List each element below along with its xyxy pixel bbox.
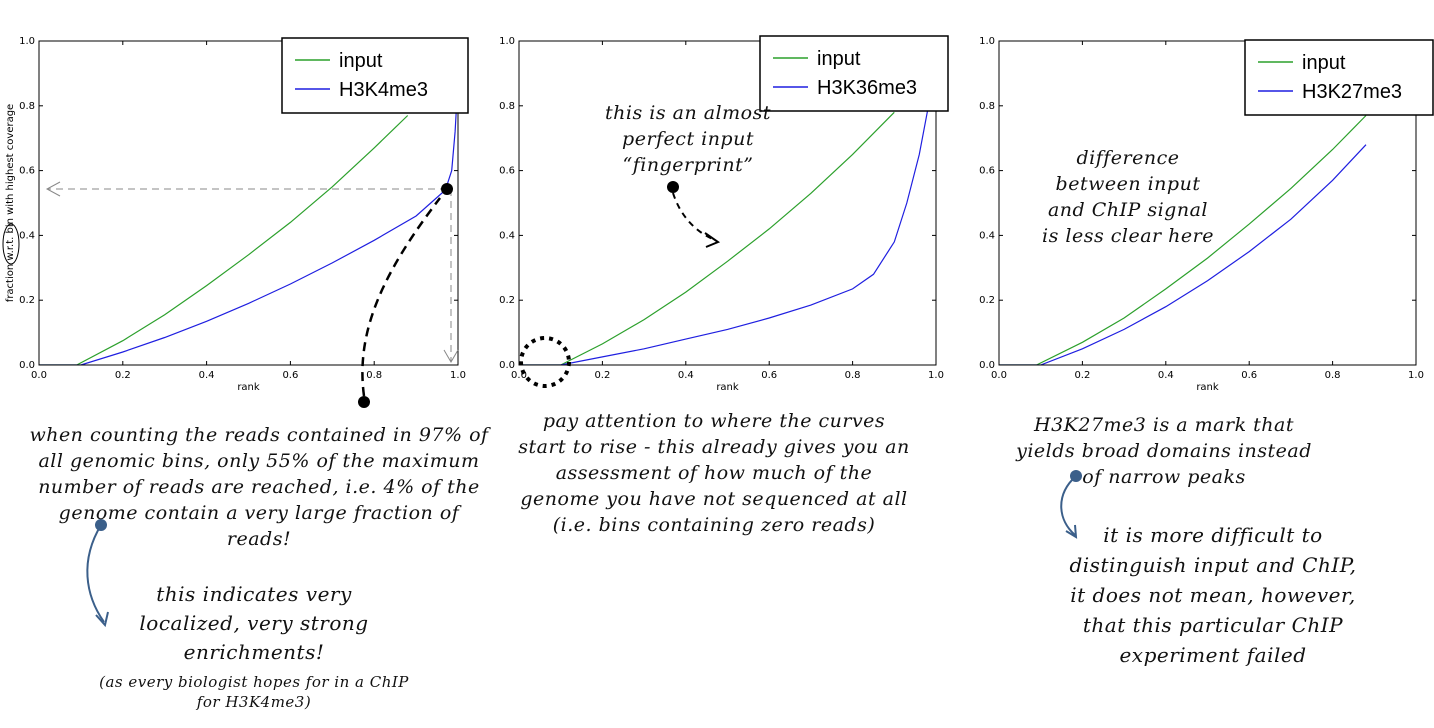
legend-label: H3K4me3	[339, 79, 428, 101]
x-tick-label: 0.4	[678, 370, 694, 381]
y-tick-label: 0.6	[499, 166, 515, 177]
conclusion-arrowhead-1	[95, 611, 109, 628]
axes-frame	[518, 40, 937, 366]
y-tick-label: 0.2	[979, 295, 995, 306]
conclusion-arrow-3	[1060, 475, 1077, 536]
y-tick-label: 0.4	[979, 230, 995, 241]
x-tick-label: 0.4	[1158, 370, 1174, 381]
series-line-h3k4me3	[39, 79, 458, 365]
ylabel-highlight-circle	[2, 223, 20, 265]
y-tick-label: 0.4	[19, 230, 35, 241]
x-tick-label: 0.2	[594, 370, 610, 381]
h3k36me3-explanation: pay attention to where the curves start …	[518, 410, 910, 536]
x-axis-label: rank	[1196, 382, 1219, 393]
conclusion-arrowhead-3	[1065, 524, 1078, 539]
x-tick-label: 0.0	[511, 370, 527, 381]
y-tick-label: 0.4	[499, 230, 515, 241]
y-tick-label: 1.0	[979, 36, 995, 47]
fingerprint-dot	[667, 181, 679, 193]
legend-label: input	[1302, 52, 1346, 74]
h3k27me3-inplot-note: difference between input and ChIP signal…	[1042, 147, 1214, 247]
fingerprint-label: this is an almost perfect input “fingerp…	[605, 102, 771, 176]
y-tick-label: 0.2	[19, 295, 35, 306]
chart-panel-h3k36me3: 0.0 0.2 0.4 0.6 0.8 1.0 0.0 0.2 0.4 0.6 0.8 1.0 rank…	[499, 35, 949, 393]
plot-area	[39, 79, 458, 365]
series-line-h3k36me3	[519, 99, 931, 365]
fingerprint-arrow	[672, 192, 716, 241]
conclusion-arrow-1	[86, 524, 105, 623]
h3k27me3-explanation: H3K27me3 is a mark that yields broad dom…	[1016, 414, 1312, 488]
legend-label: input	[817, 48, 861, 70]
legend-box	[281, 37, 469, 114]
dashed-callout-arrow	[361, 197, 441, 397]
legend: input H3K27me3	[1244, 39, 1434, 116]
axes-frame	[38, 40, 459, 366]
y-tick-label: 0.8	[19, 101, 35, 112]
point-97-percent-marker	[441, 183, 453, 195]
legend-box	[1244, 39, 1434, 116]
y-tick-label: 1.0	[19, 36, 35, 47]
zero-bins-highlight-circle	[519, 336, 571, 388]
legend: input H3K36me3	[759, 35, 949, 112]
fingerprint-arrowhead	[704, 232, 721, 248]
plot-area	[999, 115, 1367, 365]
series-line-h3k27me3	[999, 144, 1367, 365]
x-tick-label: 0.2	[1074, 370, 1090, 381]
x-tick-label: 0.4	[199, 370, 215, 381]
x-axis-label: rank	[237, 382, 260, 393]
y-tick-label: 0.0	[979, 360, 995, 371]
legend-label: H3K36me3	[817, 77, 917, 99]
y-tick-label: 0.0	[19, 360, 35, 371]
h3k4me3-explanation: when counting the reads contained in 97%…	[29, 424, 489, 550]
y-tick-label: 1.0	[499, 36, 515, 47]
arrow-origin-dot	[358, 396, 370, 408]
x-tick-label: 1.0	[1408, 370, 1424, 381]
legend: input H3K4me3	[281, 37, 469, 114]
x-tick-label: 0.8	[1325, 370, 1341, 381]
h3k4me3-conclusion: this indicates very localized, very stro…	[139, 582, 369, 664]
plot-area	[519, 99, 931, 365]
legend-label: input	[339, 50, 383, 72]
y-axis-label: fraction w.r.t. bin with highest coverag…	[5, 104, 16, 302]
series-line-input	[39, 115, 409, 365]
y-tick-label: 0.6	[979, 166, 995, 177]
legend-box	[759, 35, 949, 112]
x-tick-label: 1.0	[928, 370, 944, 381]
x-tick-label: 0.2	[115, 370, 131, 381]
y-tick-label: 0.0	[499, 360, 515, 371]
axes-frame	[998, 40, 1417, 366]
y-tick-label: 0.8	[499, 101, 515, 112]
h3k4me3-reference-lines	[45, 181, 459, 363]
x-tick-label: 1.0	[450, 370, 466, 381]
x-tick-label: 0.6	[282, 370, 298, 381]
legend-label: H3K27me3	[1302, 81, 1402, 103]
x-tick-label: 0.8	[366, 370, 382, 381]
series-line-input	[999, 115, 1367, 365]
h3k27me3-conclusion: it is more difficult to distinguish inpu…	[1069, 523, 1357, 667]
h3k4me3-aside: (as every biologist hopes for in a ChIP …	[99, 673, 409, 711]
x-axis-label: rank	[716, 382, 739, 393]
x-tick-label: 0.6	[761, 370, 777, 381]
x-tick-label: 0.6	[1241, 370, 1257, 381]
x-tick-label: 0.8	[845, 370, 861, 381]
chart-panel-h3k27me3: 0.0 0.2 0.4 0.6 0.8 1.0 0.0 0.2 0.4 0.6 0.8 1.0 rank…	[979, 36, 1434, 393]
chart-panel-h3k4me3: 0.0 0.2 0.4 0.6 0.8 1.0 0.0 0.2 0.4 0.6 0.8 1.0 rank…	[5, 36, 469, 393]
y-tick-label: 0.8	[979, 101, 995, 112]
y-tick-label: 0.6	[19, 166, 35, 177]
series-line-input	[519, 111, 895, 365]
x-tick-label: 0.0	[991, 370, 1007, 381]
x-tick-label: 0.0	[31, 370, 47, 381]
y-tick-label: 0.2	[499, 295, 515, 306]
